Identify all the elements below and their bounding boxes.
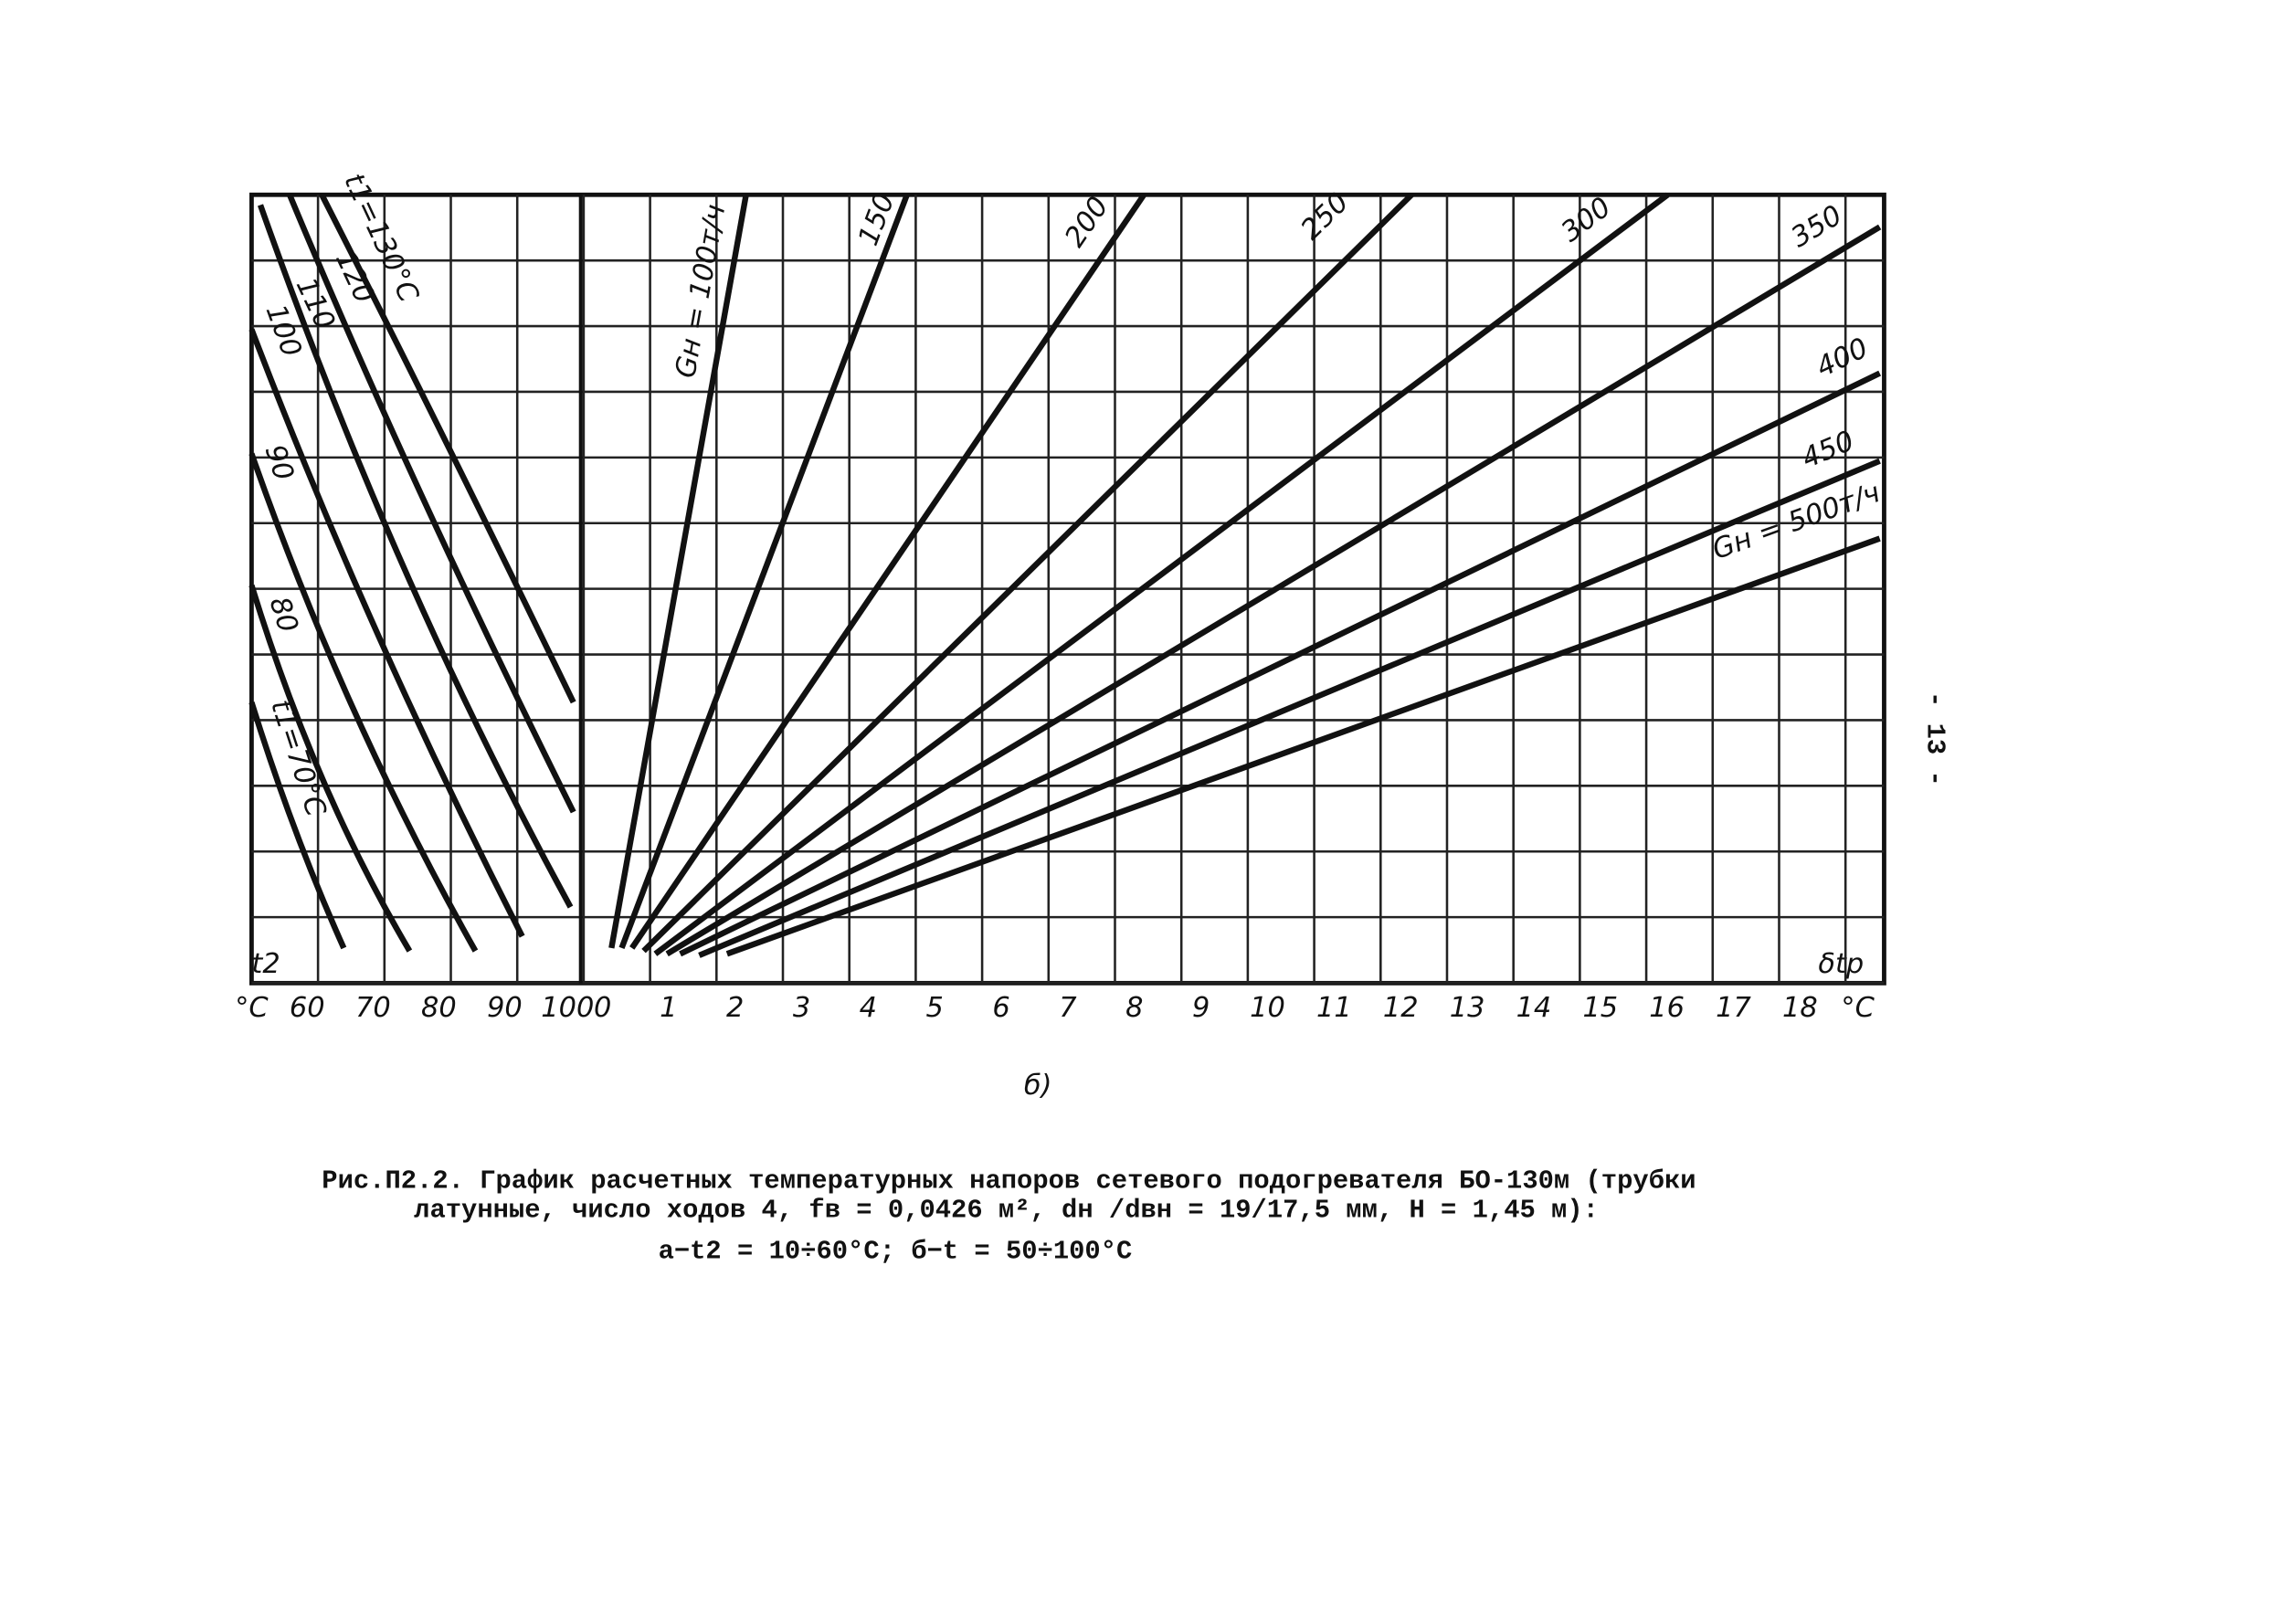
x-tick-label: 17 (1716, 992, 1751, 1024)
x-tick-label: 13 (1450, 992, 1485, 1024)
x-tick-label: 100 (541, 992, 594, 1024)
x-tick-label: 16 (1649, 992, 1685, 1024)
curve (248, 584, 413, 953)
x-tick-label: 12 (1383, 992, 1419, 1024)
fan-line (618, 194, 910, 950)
caption-line: a−t2 = 10÷60°C; б−t = 50÷100°C (659, 1236, 1133, 1266)
line-label: 350 (1786, 199, 1848, 254)
fan-line (608, 194, 749, 949)
page-number: - 13 - (1919, 691, 1949, 786)
line-label: 400 (1812, 332, 1873, 385)
curve-label: t1=70°C (264, 696, 332, 821)
x-tick-label: °C (1841, 992, 1875, 1024)
corner-label: δtp (1818, 948, 1864, 980)
fan-line (665, 224, 1882, 957)
curve (319, 193, 576, 704)
caption-line: Рис.П2.2. График расчетных температурных… (322, 1166, 1696, 1197)
subfigure-label: б) (1024, 1070, 1052, 1102)
caption-line: латунные, число ходов 4, fв = 0,0426 м²,… (414, 1196, 1599, 1226)
x-tick-label: 90 (487, 992, 523, 1024)
corner-label: t2 (251, 948, 280, 980)
curve (258, 204, 574, 909)
line-label: 200 (1059, 191, 1115, 253)
x-tick-label: 80 (421, 992, 457, 1024)
curve (248, 701, 347, 950)
x-tick-label: 15 (1582, 992, 1618, 1024)
x-tick-label: 14 (1516, 992, 1552, 1024)
x-tick-label: 1 (660, 992, 677, 1024)
x-tick-label: 0 (594, 992, 611, 1024)
fan-line (698, 458, 1881, 958)
line-label: Gн = 100т/ч (670, 202, 732, 380)
x-tick-label: 9 (1192, 992, 1210, 1024)
curve-label: 90 (259, 441, 300, 485)
x-tick-label: 11 (1316, 992, 1352, 1024)
x-tick-label: 70 (355, 992, 391, 1024)
x-tick-label: 8 (1125, 992, 1143, 1024)
curve (248, 328, 525, 938)
fan-line (629, 193, 1146, 950)
curve (287, 194, 576, 814)
line-label: 150 (852, 189, 901, 250)
x-tick-label: 6 (992, 992, 1009, 1024)
curve (248, 452, 479, 953)
x-tick-label: 5 (926, 992, 944, 1024)
x-tick-label: 3 (793, 992, 810, 1024)
x-tick-label: 60 (290, 992, 325, 1024)
line-label: 450 (1798, 425, 1859, 475)
x-tick-label: 18 (1782, 992, 1818, 1024)
x-tick-label: 7 (1059, 992, 1077, 1024)
fan-line (679, 370, 1882, 957)
x-tick-label: 2 (726, 992, 744, 1024)
fan-line (725, 535, 1881, 957)
fan-line (641, 192, 1414, 954)
x-tick-label: 4 (860, 992, 877, 1024)
x-tick-label: 10 (1250, 992, 1285, 1024)
fan-line (653, 192, 1670, 956)
x-tick-label: °C (235, 992, 269, 1024)
